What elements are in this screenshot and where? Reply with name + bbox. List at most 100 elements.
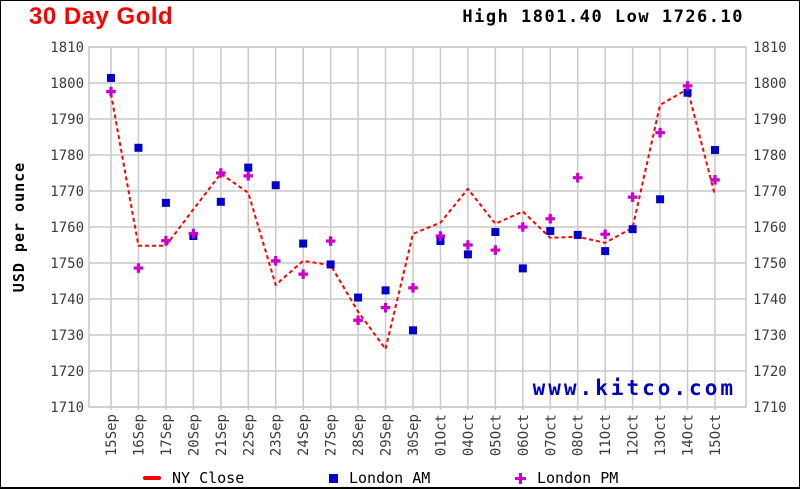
london-am-marker (271, 181, 280, 190)
y-tick-label-left: 1720 (50, 364, 84, 380)
london-pm-marker (600, 229, 610, 239)
london-am-marker (161, 198, 170, 207)
london-am-marker (436, 237, 445, 246)
chart-title: 30 Day Gold (29, 3, 174, 30)
london-pm-marker (353, 315, 363, 326)
x-tick-label: 16Sep (131, 414, 147, 456)
y-tick-label-right: 1720 (753, 364, 787, 380)
high-low-readout: High 1801.40 Low 1726.10 (462, 7, 744, 27)
london-pm-marker (655, 127, 665, 138)
legend-item-london-pm: London PM (515, 469, 618, 487)
london-pm-marker (325, 236, 336, 246)
london-am-marker (463, 250, 472, 259)
london-pm-marker (161, 235, 171, 246)
legend-label-london-pm: London PM (537, 469, 619, 487)
london-pm-marker (188, 228, 199, 239)
london-pm-marker (133, 263, 144, 273)
london-pm-marker (682, 81, 693, 91)
london-am-marker (683, 88, 692, 97)
london-pm-marker (572, 172, 583, 183)
x-tick-label: 15Oct (708, 414, 724, 456)
x-tick-label: 21Sep (214, 414, 230, 456)
y-tick-label-left: 1810 (50, 40, 84, 56)
london-am-marker (326, 260, 335, 269)
x-tick-label: 23Sep (269, 414, 285, 456)
london-am-marker (573, 230, 582, 239)
london-am-marker (601, 247, 610, 256)
london-am-marker (244, 163, 253, 172)
y-tick-label-left: 1800 (50, 76, 84, 92)
y-tick-label-left: 1780 (50, 148, 84, 164)
x-tick-label: 05Oct (488, 414, 504, 456)
y-tick-label-left: 1750 (50, 256, 84, 272)
y-axis-title: USD per ounce (10, 161, 28, 293)
x-tick-label: 15Sep (104, 414, 120, 456)
y-tick-label-right: 1710 (753, 400, 787, 416)
london-am-marker (656, 195, 665, 204)
y-tick-label-right: 1790 (753, 112, 787, 128)
x-tick-label: 08Oct (571, 414, 587, 456)
london-pm-marker (298, 269, 308, 279)
x-tick-label: 12Oct (626, 414, 642, 456)
legend-label-london-am: London AM (349, 469, 431, 487)
london-pm-marker (518, 222, 528, 232)
magenta-plus-icon (515, 472, 526, 484)
y-tick-label-right: 1750 (753, 256, 787, 272)
london-am-marker (107, 73, 115, 82)
x-tick-label: 07Oct (543, 414, 559, 456)
x-tick-label: 24Sep (296, 414, 312, 456)
y-tick-label-left: 1740 (50, 292, 84, 308)
y-tick-label-right: 1730 (753, 328, 787, 344)
x-tick-label: 27Sep (324, 414, 340, 456)
x-tick-label: 17Sep (159, 414, 175, 456)
london-am-marker (711, 145, 719, 154)
x-tick-label: 28Sep (351, 414, 367, 456)
london-am-marker (409, 326, 417, 335)
x-tick-label: 13Oct (653, 414, 669, 456)
x-tick-label: 06Oct (516, 414, 532, 456)
x-tick-label: 14Oct (681, 414, 697, 456)
london-pm-marker (710, 175, 720, 185)
x-tick-label: 22Sep (241, 414, 257, 456)
red-dash-icon (143, 476, 161, 480)
london-am-marker (134, 143, 143, 152)
y-tick-label-right: 1770 (753, 184, 787, 200)
london-pm-marker (627, 192, 638, 202)
london-pm-marker (380, 302, 391, 313)
london-pm-marker (435, 231, 446, 241)
x-tick-label: 30Sep (406, 414, 422, 456)
x-tick-label: 29Sep (379, 414, 395, 456)
london-am-marker (518, 264, 527, 273)
y-tick-label-left: 1770 (50, 184, 84, 200)
x-tick-label: 20Sep (186, 414, 202, 456)
y-tick-label-right: 1800 (753, 76, 787, 92)
london-pm-marker (106, 86, 116, 97)
london-am-marker (628, 225, 637, 234)
y-tick-label-right: 1760 (753, 220, 787, 236)
y-tick-label-left: 1730 (50, 328, 84, 344)
london-am-marker (354, 293, 363, 302)
london-am-marker (546, 226, 555, 235)
y-tick-label-left: 1760 (50, 220, 84, 236)
blue-square-icon (329, 473, 338, 483)
london-pm-marker (216, 168, 226, 178)
kitco-watermark: www.kitco.com (532, 376, 736, 400)
london-am-marker (216, 197, 225, 206)
y-tick-label-left: 1790 (50, 112, 84, 128)
legend-item-london-am: London AM (329, 469, 430, 487)
legend-label-ny-close: NY Close (172, 469, 245, 487)
y-tick-label-right: 1810 (753, 40, 787, 56)
y-tick-label-left: 1710 (50, 400, 84, 416)
y-tick-label-right: 1780 (753, 148, 787, 164)
x-tick-label: 01Oct (433, 414, 449, 456)
london-pm-marker (270, 256, 281, 266)
london-pm-marker (490, 245, 501, 255)
y-tick-label-right: 1740 (753, 292, 787, 308)
london-pm-marker (243, 171, 254, 181)
x-tick-label: 04Oct (461, 414, 477, 456)
plot-border (88, 46, 747, 408)
london-am-marker (381, 286, 390, 295)
x-tick-label: 11Oct (598, 414, 614, 456)
